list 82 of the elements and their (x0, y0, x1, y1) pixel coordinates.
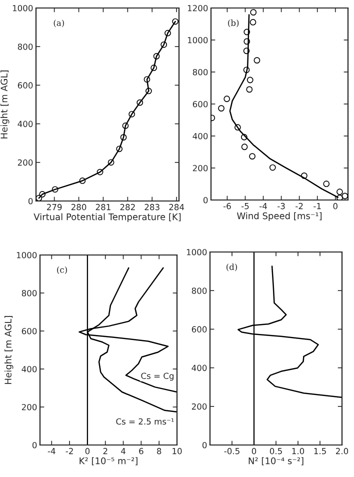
x-tick-label: 1.5 (314, 448, 326, 454)
y-tick-label: 200 (18, 159, 33, 166)
y-tick-label: 0 (32, 442, 37, 448)
point (52, 186, 58, 193)
x-tick-label: 282 (120, 204, 135, 210)
point (160, 41, 168, 48)
point (79, 178, 86, 184)
y-axis-title: Height [m AGL] (0, 70, 10, 138)
point (39, 191, 46, 198)
x-tick-label: 284 (169, 204, 184, 210)
x-axis-title: N² [10⁻⁴ s⁻²] (248, 457, 304, 466)
x-tick-label: 6 (139, 448, 144, 454)
y-tick-label: 1000 (12, 4, 33, 12)
point (128, 110, 136, 118)
point (116, 146, 123, 152)
x-axis-title: K² [10⁻⁵ m⁻²] (80, 457, 138, 466)
x-tick-label: 0.5 (270, 448, 282, 454)
y-tick-label: 1000 (188, 36, 208, 44)
point (164, 30, 171, 36)
x-tick-label: 280 (71, 204, 86, 210)
y-tick-label: 400 (192, 364, 207, 372)
x-tick-label: -6 (223, 202, 231, 210)
point (136, 99, 144, 106)
annotation: (d) (226, 264, 238, 272)
x-tick-label: 283 (144, 204, 160, 210)
x-tick-label: 2.0 (336, 448, 348, 454)
y-tick-label: 200 (22, 404, 37, 410)
x-tick-label: -1 (314, 203, 321, 210)
annotation: Cs = 2.5 ms⁻¹ (116, 418, 174, 425)
point (153, 53, 160, 60)
y-tick-label: 0 (28, 198, 33, 204)
annotation: (a) (54, 20, 64, 28)
y-tick-label: 800 (18, 44, 33, 50)
x-tick-label: 10 (172, 448, 182, 454)
y-tick-label: 600 (192, 100, 208, 108)
point (96, 168, 104, 176)
x-tick-label: -2 (296, 202, 303, 210)
annotation: (b) (228, 20, 239, 28)
x-tick-label: 2 (103, 448, 108, 454)
y-tick-label: 400 (192, 132, 208, 140)
x-tick-label: -4 (48, 448, 56, 454)
y-tick-label: 1000 (186, 248, 207, 256)
y-tick-label: 800 (192, 288, 207, 294)
x-tick-label: -4 (260, 203, 267, 210)
x-tick-label: 4 (121, 448, 126, 454)
x-tick-label: -2 (66, 448, 73, 454)
x-tick-label: 8 (157, 448, 162, 454)
x-tick-label: -0.5 (224, 448, 240, 454)
y-tick-label: 800 (192, 68, 208, 76)
x-tick-label: -3 (278, 202, 285, 210)
y-tick-label: 400 (18, 120, 33, 128)
y-tick-label: 800 (22, 290, 37, 296)
y-tick-label: 600 (22, 328, 37, 334)
x-axis-title: Wind Speed [ms⁻¹] (236, 212, 322, 221)
x-tick-label: 281 (96, 204, 110, 210)
point (36, 194, 42, 201)
point (108, 159, 114, 166)
y-tick-label: 1200 (188, 4, 208, 12)
annotation: Cs = Cg (141, 372, 174, 381)
y-tick-label: 200 (192, 164, 208, 172)
x-tick-label: 0 (333, 202, 338, 210)
point (150, 64, 158, 72)
y-tick-label: 0 (202, 442, 207, 448)
point (145, 88, 152, 94)
point (172, 18, 179, 25)
x-tick-label: 279 (46, 204, 62, 210)
y-tick-label: 600 (18, 82, 33, 88)
point (144, 76, 150, 83)
x-tick-label: 0 (85, 448, 90, 454)
x-axis-title: Virtual Potential Temperature [K] (34, 213, 181, 222)
x-tick-label: -5 (242, 203, 249, 210)
y-tick-label: 400 (22, 366, 37, 372)
point (122, 122, 129, 129)
annotation: (c) (57, 266, 67, 274)
x-tick-label: 1.0 (292, 448, 304, 454)
x-tick-label: 0 (252, 448, 256, 454)
y-tick-label: 600 (192, 326, 207, 332)
point (120, 134, 127, 141)
y-tick-label: 0 (203, 196, 208, 204)
y-tick-label: 200 (192, 403, 207, 410)
y-tick-label: 1000 (16, 252, 37, 258)
y-axis-title: Height [m AGL] (4, 316, 14, 384)
